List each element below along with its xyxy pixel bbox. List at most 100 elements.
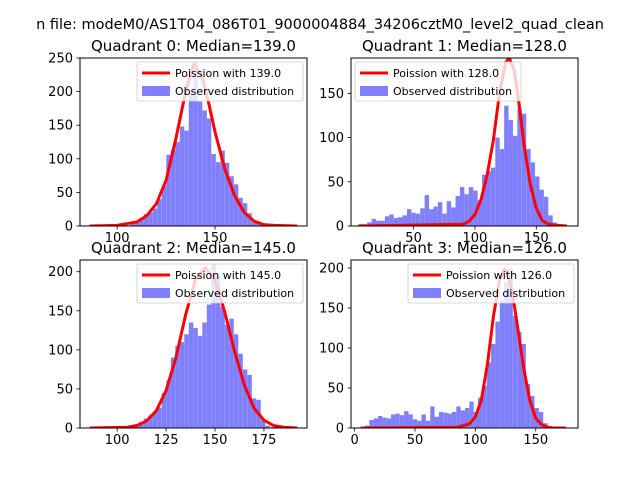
legend-line-label: Poission with 126.0 — [446, 269, 552, 282]
histogram-bar — [152, 411, 158, 428]
histogram-bar — [499, 300, 505, 428]
legend-bar-swatch — [142, 288, 170, 298]
histogram-bar — [161, 185, 167, 226]
histogram-bar — [139, 217, 144, 226]
histogram-bar — [157, 407, 162, 428]
poisson-curve-line — [358, 58, 568, 226]
histogram-bar — [412, 419, 418, 428]
histogram-bar — [508, 119, 513, 226]
legend-box — [136, 61, 304, 102]
histogram-bar — [486, 362, 492, 428]
histogram-bar — [437, 202, 443, 226]
y-tick-label: 100 — [48, 152, 73, 167]
y-tick-label: 200 — [319, 262, 344, 277]
x-tick-label: 100 — [463, 433, 488, 448]
y-tick-label: 50 — [56, 186, 73, 201]
histogram-bar — [408, 414, 413, 428]
histogram-bar — [251, 398, 257, 428]
histogram-bar — [166, 380, 171, 428]
histogram-bar — [238, 197, 243, 226]
histogram-bar — [202, 322, 207, 428]
figure-suptitle: n file: modeM0/AS1T04_086T01_9000004884_… — [36, 17, 604, 33]
plot-area — [360, 268, 566, 428]
histogram-bar — [229, 318, 234, 428]
histogram-bar — [521, 113, 527, 226]
x-tick-label: 50 — [407, 433, 424, 448]
histogram-bar — [376, 220, 381, 226]
x-tick-label: 50 — [405, 231, 422, 246]
histogram-bar — [395, 413, 400, 428]
histogram-bar — [482, 385, 487, 428]
histogram-bar — [455, 195, 460, 226]
histogram-bar — [220, 150, 225, 226]
histogram-bar — [215, 162, 221, 226]
legend-box — [354, 61, 522, 102]
histogram-bar — [398, 217, 403, 226]
legend-bar-label: Observed distribution — [393, 85, 512, 98]
histogram-bar — [265, 425, 270, 428]
histogram-bar — [148, 212, 153, 226]
histogram-bar — [202, 110, 207, 226]
quadrant-3-title: Quadrant 3: Median=126.0 — [362, 239, 567, 257]
axes-frame — [79, 259, 308, 429]
x-tick-label: 150 — [524, 231, 549, 246]
histogram-bar — [211, 263, 216, 428]
y-tick-label: 50 — [327, 382, 344, 397]
histogram-bar — [179, 126, 185, 226]
histogram-bar — [491, 344, 496, 428]
histogram-bar — [391, 414, 396, 428]
histogram-bar — [434, 416, 439, 428]
histogram-bar — [411, 212, 416, 226]
y-tick-label: 250 — [48, 52, 73, 67]
histogram-bar — [517, 108, 522, 226]
histogram-bar — [451, 412, 457, 428]
y-tick-label: 0 — [65, 422, 73, 437]
histogram-bar — [175, 345, 180, 428]
histogram-bar — [504, 105, 509, 226]
histogram-bar — [539, 189, 544, 226]
histogram-bar — [517, 332, 522, 428]
histogram-bar — [417, 420, 422, 428]
histogram-bar — [495, 137, 500, 226]
quadrant-0-title: Quadrant 0: Median=139.0 — [91, 37, 296, 55]
histogram-bar — [464, 408, 470, 428]
y-tick-label: 0 — [65, 220, 73, 235]
histogram-bar — [220, 306, 225, 428]
histogram-bar — [406, 209, 412, 226]
histogram-bar — [378, 416, 383, 428]
histogram-bar — [188, 322, 194, 428]
histogram-bar — [233, 334, 239, 428]
histogram-bar — [184, 334, 189, 428]
histogram-bar — [179, 342, 185, 428]
histogram-bar — [206, 118, 212, 226]
y-tick-label: 0 — [336, 422, 344, 437]
axes-frame — [79, 57, 308, 227]
quadrant-0-panel: 100 150 0 50 100 150 200 250 Quadrant 0: Median=… — [48, 37, 308, 246]
x-tick-label: 0 — [350, 433, 358, 448]
y-tick-label: 150 — [319, 87, 344, 102]
histogram-bar — [404, 411, 409, 428]
histogram-bar — [456, 406, 461, 428]
histogram-bar — [543, 196, 549, 226]
y-tick-label: 50 — [56, 382, 73, 397]
histogram-bar — [161, 392, 167, 428]
legend-line-label: Poission with 145.0 — [175, 269, 281, 282]
plot-area — [89, 263, 298, 428]
y-tick-label: 0 — [336, 220, 344, 235]
histogram-bar — [211, 154, 216, 226]
histogram-bar — [504, 282, 509, 428]
y-tick-label: 150 — [319, 302, 344, 317]
histogram-bar — [369, 420, 374, 428]
histogram-bar — [193, 327, 198, 428]
histogram-bar — [130, 223, 135, 226]
legend-bar-swatch — [413, 288, 441, 298]
legend-bar-label: Observed distribution — [446, 287, 565, 300]
histogram-bar — [433, 206, 438, 226]
histogram-bar — [197, 101, 203, 226]
histogram-bar — [538, 412, 544, 428]
histogram-bar — [420, 208, 425, 226]
quadrant-3-panel: 0 50 100 150 0 50 100 150 200 Quadrant 3: Median=… — [319, 239, 579, 448]
histogram-bar — [384, 216, 390, 226]
axes-frame — [350, 259, 579, 429]
histogram-bar — [206, 304, 212, 428]
